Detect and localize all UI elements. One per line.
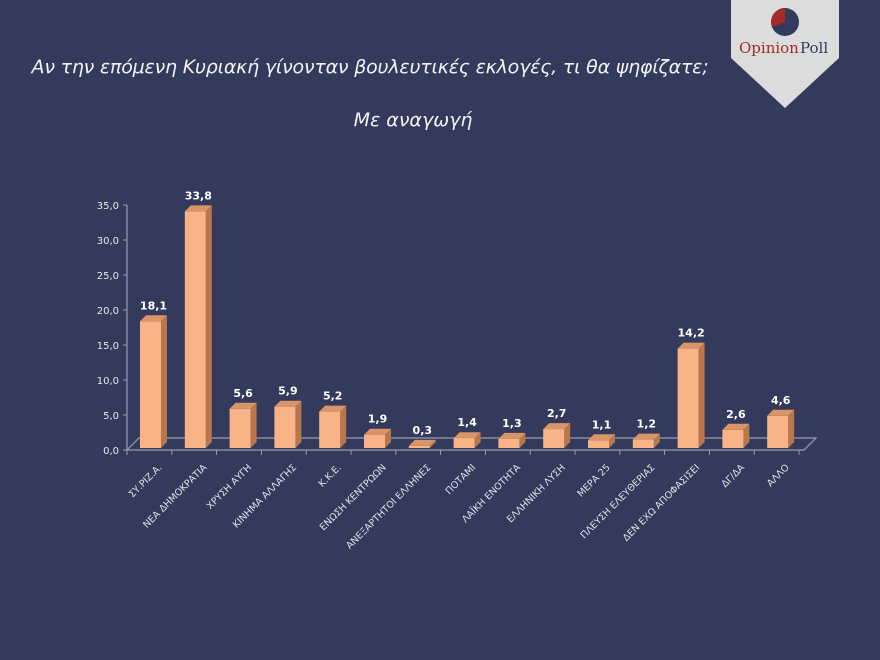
- chart-bars: [140, 205, 795, 448]
- value-label: 4,6: [771, 394, 791, 407]
- pie-chart-icon: [771, 8, 799, 36]
- y-tick-label: 0,0: [103, 446, 119, 457]
- category-label: ΔΕΝ ΕΧΩ ΑΠΟΦΑΣΙΣΕΙ: [621, 462, 702, 543]
- y-tick-label: 10,0: [97, 376, 119, 387]
- category-label: ΧΡΥΣΗ ΑΥΓΗ: [205, 462, 254, 511]
- value-label: 18,1: [140, 299, 167, 312]
- category-label: ΠΛΕΥΣΗ ΕΛΕΥΘΕΡΙΑΣ: [579, 462, 658, 541]
- bar: [364, 428, 391, 448]
- bar: [140, 315, 167, 448]
- value-label: 5,6: [233, 387, 253, 400]
- y-tick-label: 15,0: [97, 341, 119, 352]
- bar: [632, 433, 660, 448]
- bar: [408, 439, 436, 448]
- chart-title: Αν την επόμενη Κυριακή γίνονταν βουλευτι…: [31, 56, 709, 78]
- value-label: 2,6: [726, 408, 746, 421]
- logo-text-opinion: Opinion: [739, 39, 799, 57]
- bar: [184, 205, 212, 448]
- chart-subtitle: Με αναγωγή: [353, 109, 473, 131]
- bar: [319, 405, 347, 448]
- value-label: 1,1: [592, 418, 612, 431]
- category-label: Κ.Κ.Ε.: [317, 462, 344, 489]
- category-label: ΣΥ.ΡΙΖ.Α.: [127, 462, 165, 500]
- category-label: ΜΕΡΑ 25: [575, 462, 612, 499]
- y-tick-label: 5,0: [103, 411, 119, 422]
- bar: [543, 423, 571, 448]
- category-label: ΑΝΕΞΑΡΤΗΤΟΙ ΕΛΛΗΝΕΣ: [344, 462, 433, 551]
- bar: [677, 342, 705, 448]
- value-label: 1,9: [368, 413, 388, 426]
- bar: [453, 432, 481, 448]
- y-tick-label: 20,0: [97, 306, 119, 317]
- logo-text-poll: Poll: [800, 39, 828, 57]
- value-label: 33,8: [185, 189, 212, 202]
- chart-axes: 0,0 5,0 10,0 15,0 20,0 25,0 30,0 35,0: [97, 201, 818, 457]
- category-label: ΔΓ/ΔΑ: [719, 462, 747, 490]
- bar: [722, 423, 750, 448]
- y-tick-label: 30,0: [97, 236, 119, 247]
- value-label: 14,2: [678, 327, 705, 340]
- value-label: 5,2: [323, 390, 343, 403]
- opinionpoll-logo: Opinion Poll: [731, 0, 839, 108]
- value-label: 1,4: [457, 416, 477, 429]
- y-tick-label: 35,0: [97, 201, 119, 212]
- value-label: 5,9: [278, 385, 298, 398]
- bar: [274, 400, 302, 448]
- bar: [588, 434, 615, 448]
- category-label: ΠΟΤΑΜΙ: [444, 462, 479, 497]
- value-label: 1,2: [637, 418, 657, 431]
- category-label: ΑΛΛΟ: [765, 462, 792, 489]
- value-label: 1,3: [502, 417, 522, 430]
- value-label: 2,7: [547, 407, 567, 420]
- bar: [767, 409, 795, 448]
- bar: [498, 432, 526, 448]
- bar: [229, 402, 257, 448]
- value-label: 0,3: [413, 424, 433, 437]
- y-tick-label: 25,0: [97, 271, 119, 282]
